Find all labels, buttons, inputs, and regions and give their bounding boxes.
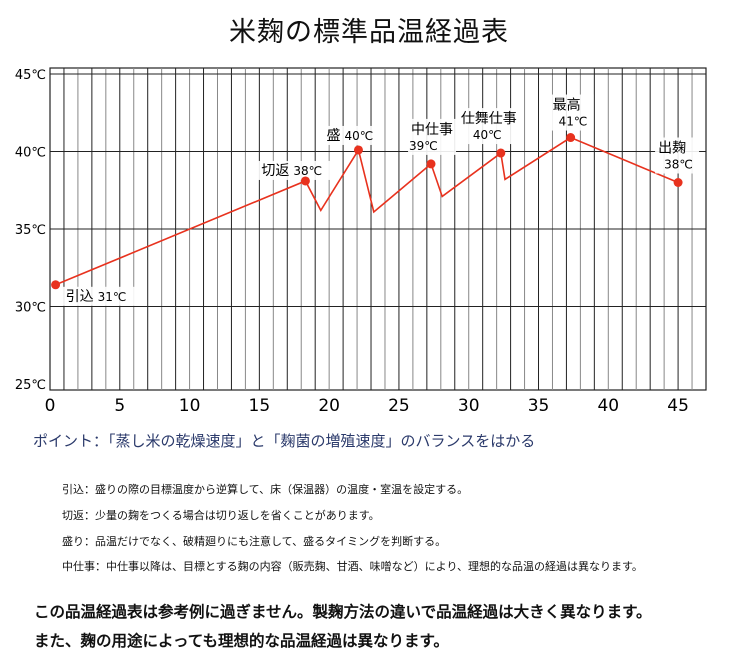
temperature-chart: 25℃ 30℃ 35℃ 40℃ 45℃ 0 5 10 15 20 25 30 35 40 45 引込 31℃ 切返… — [15, 67, 707, 416]
y-tick-label: 45℃ — [15, 68, 46, 83]
data-point — [426, 159, 436, 169]
annotation-bg — [655, 137, 700, 174]
annotation-bg — [549, 94, 594, 131]
data-point — [300, 176, 310, 186]
annotation-temp: 31℃ — [98, 290, 127, 304]
annotation-bg — [408, 118, 457, 155]
data-point — [673, 178, 683, 187]
annotation-name: 仕舞仕事 — [461, 111, 517, 127]
annotation-bg — [62, 286, 135, 306]
annotation-temp: 41℃ — [559, 115, 588, 129]
annotation-bg — [457, 108, 520, 145]
chart-title: 米麹の標準品温経過表 — [229, 17, 509, 48]
data-point — [566, 133, 576, 143]
annotation-name: 中仕事 — [411, 122, 453, 138]
annotation-temp: 39℃ — [409, 139, 438, 153]
x-tick-label: 5 — [114, 396, 125, 416]
annotation-temp: 40℃ — [344, 129, 373, 143]
annotation-name: 出麹 — [658, 140, 686, 157]
annotation-name: 引込 — [66, 289, 94, 305]
annotation-temp: 38℃ — [664, 158, 693, 172]
note-mori: 盛り：品温だけでなく、破精廻りにも注意して、盛るタイミングを判断する。 — [62, 535, 447, 548]
annotation-bg — [258, 160, 331, 180]
x-tick-label: 0 — [45, 396, 56, 416]
x-tick-label: 40 — [597, 396, 619, 416]
y-tick-label: 40℃ — [15, 146, 46, 161]
data-point — [496, 148, 506, 158]
footer-line-2: また、麹の用途によっても理想的な品温経過は異なります。 — [34, 632, 449, 650]
y-tick-label: 25℃ — [15, 378, 46, 393]
x-tick-label: 25 — [388, 396, 410, 416]
x-tick-label: 10 — [179, 396, 201, 416]
x-tick-label: 35 — [528, 396, 550, 416]
footer-line-1: この品温経過表は参考例に過ぎません。製麹方法の違いで品温経過は大きく異なります。 — [34, 603, 652, 621]
annotation-name: 最高 — [553, 97, 581, 114]
point-text: ポイント：「蒸し米の乾燥速度」と「麹菌の増殖速度」のバランスをはかる — [33, 432, 536, 450]
annotation-temp: 40℃ — [473, 128, 502, 142]
y-tick-label: 30℃ — [15, 301, 46, 316]
note-hikikomi: 引込：盛りの際の目標温度から逆算して、床（保温器）の温度・室温を設定する。 — [62, 483, 469, 496]
data-point — [51, 280, 61, 290]
note-kirikaeshi: 切返：少量の麹をつくる場合は切り返しを省くことがあります。 — [62, 509, 380, 522]
x-tick-label: 15 — [249, 396, 271, 416]
annotation-bg — [323, 125, 382, 145]
note-nakashigoto: 中仕事：中仕事以降は、目標とする麹の内容（販売麹、甘酒、味噌など）により、理想的… — [62, 560, 643, 573]
y-tick-label: 35℃ — [15, 223, 46, 238]
x-tick-label: 20 — [318, 396, 340, 416]
annotation-name: 切返 — [261, 163, 289, 179]
data-point — [353, 145, 363, 155]
x-tick-label: 45 — [667, 396, 689, 416]
x-tick-label: 30 — [458, 396, 480, 416]
annotation-temp: 38℃ — [293, 164, 322, 178]
annotation-name: 盛 — [326, 128, 340, 144]
